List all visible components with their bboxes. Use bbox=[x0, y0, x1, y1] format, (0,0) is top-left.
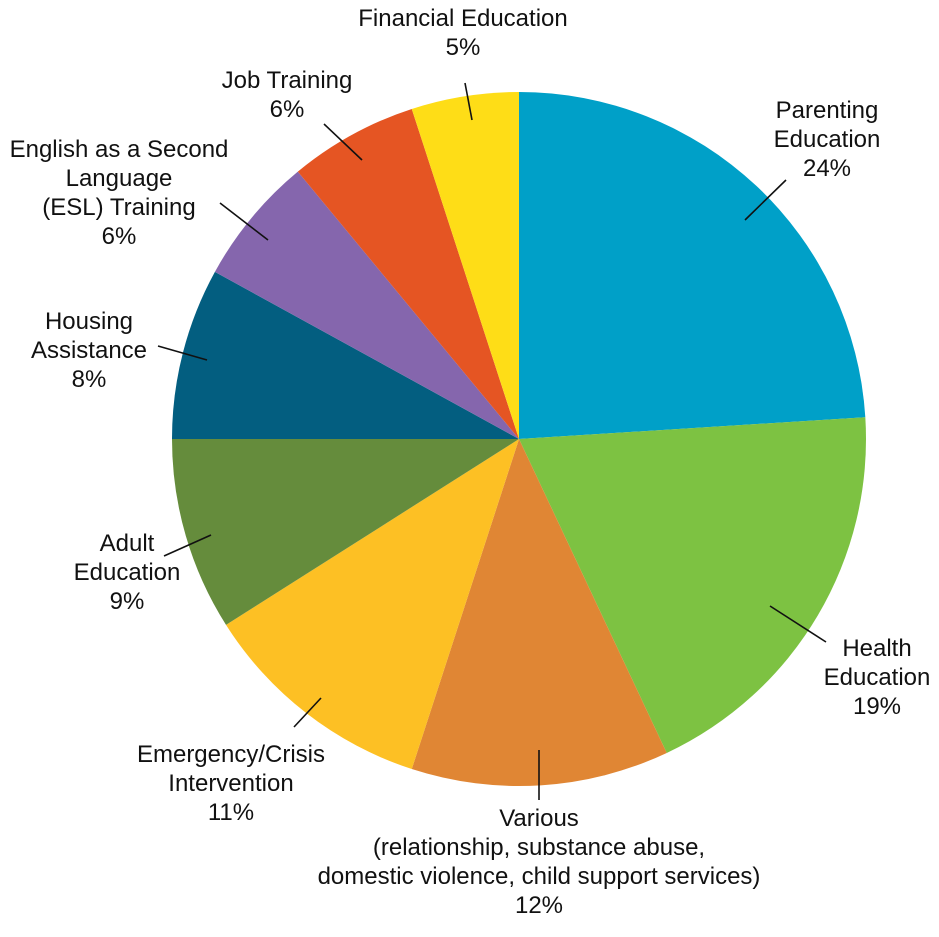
leader-line-health-education bbox=[769, 605, 827, 643]
slice-value-label: 12% bbox=[515, 892, 563, 919]
slice-value-label: 9% bbox=[110, 588, 145, 615]
leader-line-housing-assistance bbox=[157, 345, 208, 361]
slice-name-line: Education bbox=[824, 664, 931, 691]
leader-lines bbox=[157, 82, 827, 800]
slice-value-label: 8% bbox=[72, 366, 107, 393]
slice-label-parenting-education: Parenting Education 24% bbox=[774, 97, 881, 182]
slice-name-line: Education bbox=[774, 126, 881, 153]
slice-name-line: Health bbox=[842, 635, 911, 662]
slice-name-line: Emergency/Crisis bbox=[137, 741, 325, 768]
pie-slice-financial-education bbox=[411, 92, 519, 439]
leader-line-financial-education bbox=[464, 82, 473, 121]
slice-name-line: Housing bbox=[45, 308, 133, 335]
slice-name-line: English as a Second bbox=[10, 136, 229, 163]
pie-slice-health-education bbox=[519, 417, 867, 753]
leader-line-adult-education bbox=[163, 534, 212, 557]
slice-value-label: 6% bbox=[102, 223, 137, 250]
leader-line-emergency-crisis-intervention bbox=[293, 697, 322, 728]
slice-name-line: Financial Education bbox=[358, 5, 567, 32]
slice-label-various: Various (relationship, substance abuse, do… bbox=[318, 805, 761, 919]
slice-value-label: 6% bbox=[270, 96, 305, 123]
slice-name-line: Various bbox=[499, 805, 579, 832]
slice-value-label: 11% bbox=[208, 799, 254, 826]
slice-label-housing-assistance: Housing Assistance 8% bbox=[31, 308, 147, 393]
pie-slice-housing-assistance bbox=[171, 271, 519, 439]
slice-value-label: 19% bbox=[853, 693, 901, 720]
pie-slices bbox=[171, 92, 867, 787]
slice-label-emergency-crisis-intervention: Emergency/Crisis Intervention 11% bbox=[137, 741, 325, 826]
slice-label-financial-education: Financial Education 5% bbox=[358, 5, 567, 61]
leader-line-parenting-education bbox=[744, 179, 787, 221]
pie-slice-various bbox=[411, 439, 667, 787]
pie-slice-parenting-education bbox=[519, 92, 866, 439]
slice-label-job-training: Job Training 6% bbox=[222, 67, 353, 123]
slice-labels: Parenting Education 24%Health Education 19%V… bbox=[10, 5, 931, 919]
leader-line-english-as-a-second-language bbox=[219, 202, 269, 241]
pie-slice-job-training bbox=[297, 108, 519, 439]
pie-slice-emergency-crisis-intervention bbox=[226, 439, 519, 770]
pie-slice-english-as-a-second-language bbox=[214, 171, 520, 439]
leader-line-job-training bbox=[323, 123, 363, 161]
slice-name-line: Language bbox=[66, 165, 173, 192]
slice-name-line: Assistance bbox=[31, 337, 147, 364]
slice-value-label: 24% bbox=[803, 155, 851, 182]
slice-name-line: Job Training bbox=[222, 67, 353, 94]
slice-name-line: Education bbox=[74, 559, 181, 586]
slice-name-line: (relationship, substance abuse, bbox=[373, 834, 705, 861]
slice-label-english-as-a-second-language: English as a Second Language (ESL) Trainin… bbox=[10, 136, 229, 250]
slice-label-adult-education: Adult Education 9% bbox=[74, 530, 181, 615]
slice-name-line: (ESL) Training bbox=[42, 194, 195, 221]
slice-name-line: Parenting bbox=[776, 97, 879, 124]
slice-name-line: domestic violence, child support service… bbox=[318, 863, 761, 890]
slice-label-health-education: Health Education 19% bbox=[824, 635, 931, 720]
pie-slice-adult-education bbox=[172, 439, 519, 625]
slice-value-label: 5% bbox=[446, 34, 481, 61]
slice-name-line: Adult bbox=[100, 530, 155, 557]
slice-name-line: Intervention bbox=[168, 770, 293, 797]
